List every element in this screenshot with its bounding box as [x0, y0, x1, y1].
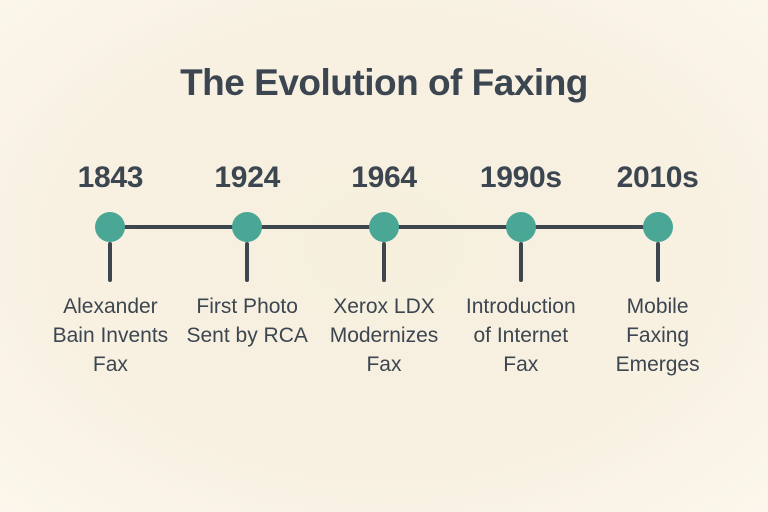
- milestone-tick: [108, 242, 113, 282]
- timeline: 1843 Alexander Bain Invents Fax 1924 Fir…: [42, 160, 726, 379]
- milestone-label: Introduction of Internet Fax: [465, 295, 576, 376]
- milestone-label: Xerox LDX Modernizes Fax: [329, 295, 439, 376]
- milestone-dot: [505, 212, 536, 242]
- page-title: The Evolution of Faxing: [180, 62, 588, 103]
- timeline-milestone-1990s: 1990s Introduction of Internet Fax: [452, 160, 589, 379]
- milestone-tick: [245, 242, 250, 282]
- milestone-year: 2010s: [616, 161, 699, 194]
- milestone-year: 1990s: [479, 161, 562, 194]
- milestone-label: Alexander Bain Invents Fax: [52, 295, 169, 376]
- milestone-dot: [368, 212, 399, 242]
- milestone-year: 1964: [351, 161, 417, 194]
- milestone-label: First Photo Sent by RCA: [186, 295, 308, 347]
- milestone-tick: [381, 242, 386, 282]
- milestone-dot: [232, 212, 263, 242]
- milestone-dot: [642, 212, 673, 242]
- milestone-dot: [95, 212, 126, 242]
- milestone-tick: [518, 242, 523, 282]
- milestone-tick: [655, 242, 660, 282]
- timeline-milestone-1924: 1924 First Photo Sent by RCA: [179, 160, 316, 379]
- timeline-milestone-2010s: 2010s Mobile Faxing Emerges: [589, 160, 726, 379]
- milestone-year: 1924: [214, 161, 280, 194]
- timeline-milestone-1843: 1843 Alexander Bain Invents Fax: [42, 160, 179, 379]
- milestone-year: 1843: [77, 161, 144, 194]
- timeline-milestone-1964: 1964 Xerox LDX Modernizes Fax: [316, 160, 453, 379]
- milestone-label: Mobile Faxing Emerges: [615, 295, 700, 376]
